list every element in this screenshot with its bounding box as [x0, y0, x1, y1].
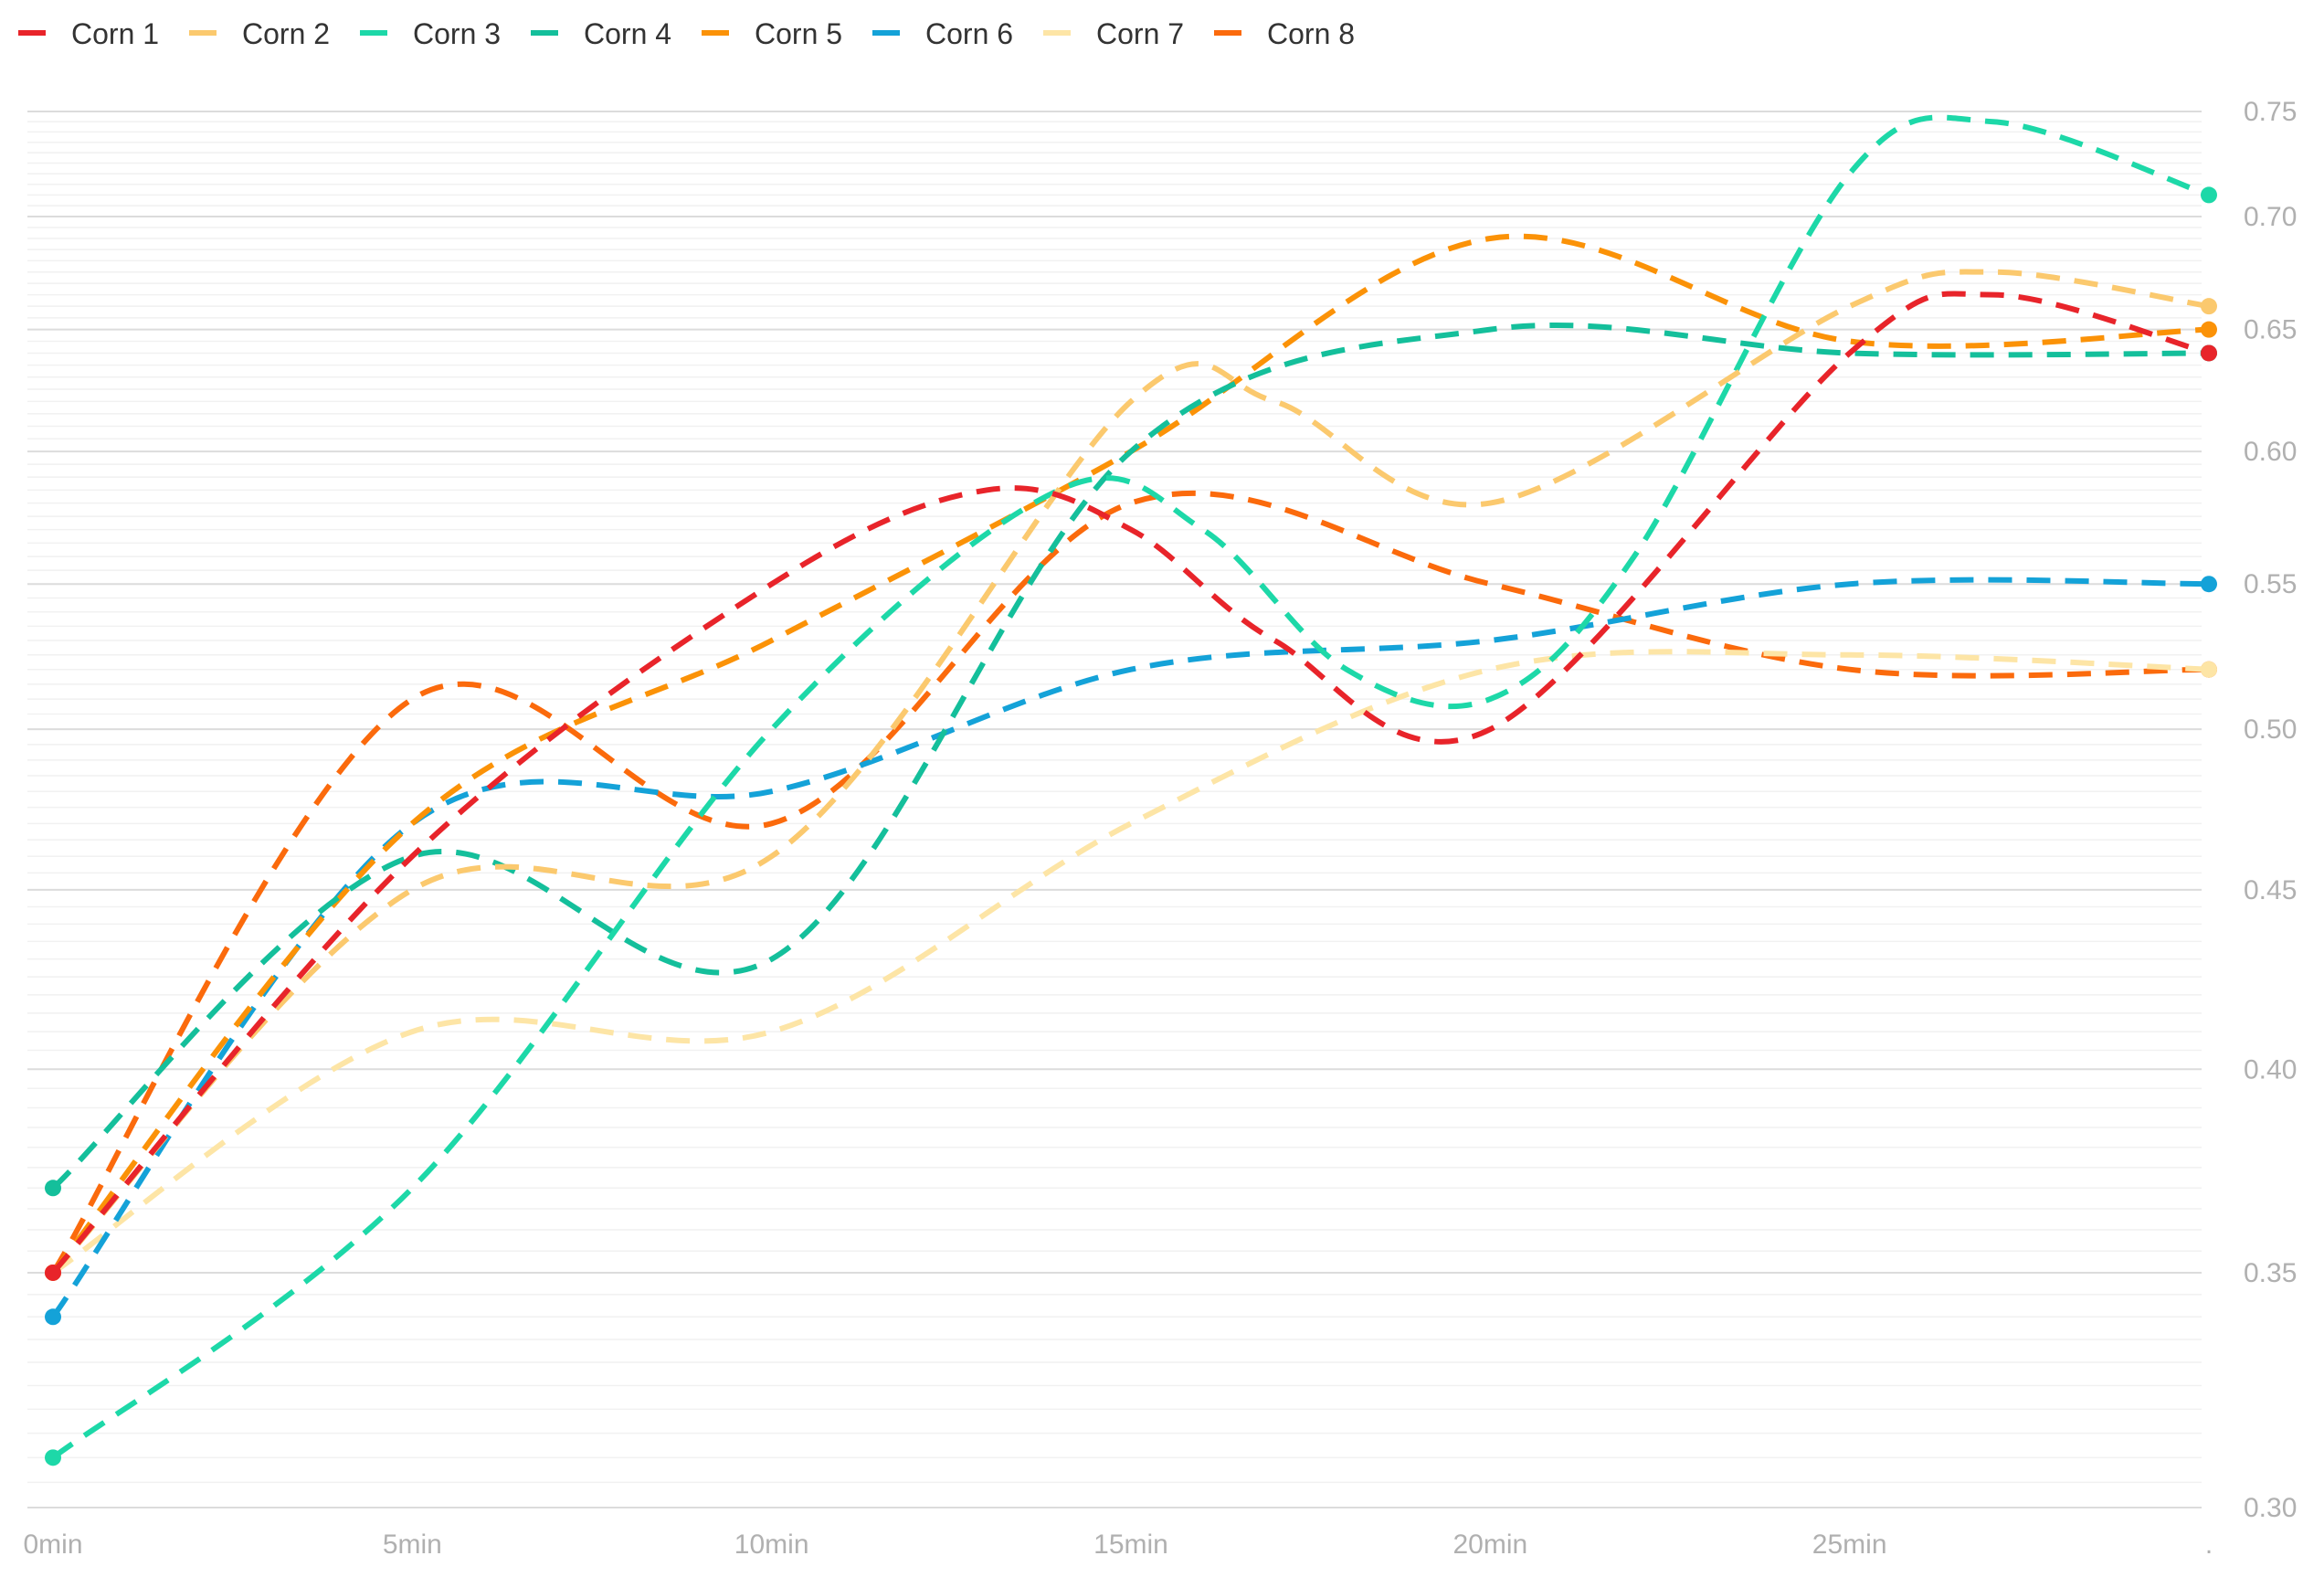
legend-label: Corn 1	[71, 17, 159, 50]
y-tick-label: 0.40	[2244, 1054, 2297, 1085]
series-line	[50, 291, 2210, 1275]
x-tick-label: 10min	[734, 1529, 809, 1560]
legend-label: Corn 6	[925, 17, 1013, 50]
series-corn-2	[45, 269, 2217, 1281]
series-corn-6	[45, 576, 2217, 1326]
series-line	[50, 233, 2210, 1275]
series-lines	[45, 114, 2217, 1466]
legend-label: Corn 4	[584, 17, 671, 50]
data-point	[2201, 186, 2217, 204]
x-tick-label: 0min	[23, 1529, 82, 1560]
legend-item-corn-6[interactable]: Corn 6	[872, 17, 1013, 50]
y-tick-label: 0.70	[2244, 202, 2297, 232]
legend-label: Corn 7	[1096, 17, 1184, 50]
series-line	[50, 491, 2210, 1275]
data-point	[45, 1180, 61, 1197]
data-point	[45, 1308, 61, 1326]
data-point	[2201, 661, 2217, 678]
x-tick-label: 20min	[1452, 1529, 1527, 1560]
legend-label: Corn 5	[755, 17, 842, 50]
legend-item-corn-2[interactable]: Corn 2	[189, 17, 330, 50]
data-point	[2201, 321, 2217, 338]
x-tick-label: 15min	[1093, 1529, 1168, 1560]
series-corn-4	[45, 322, 2217, 1197]
data-point	[2201, 344, 2217, 362]
legend-item-corn-3[interactable]: Corn 3	[360, 17, 501, 50]
axes: 0.30 0.35 0.40 0.45 0.50 0.55 0.60 0.65 0.70 0.75…	[23, 97, 2297, 1560]
legend-label: Corn 2	[242, 17, 330, 50]
series-corn-7	[45, 649, 2217, 1281]
grid	[27, 111, 2202, 1508]
legend-item-corn-1[interactable]: Corn 1	[18, 17, 159, 50]
x-tick-label: 25min	[1812, 1529, 1887, 1560]
legend-item-corn-7[interactable]: Corn 7	[1043, 17, 1184, 50]
data-point	[2201, 298, 2217, 315]
series-corn-5	[45, 233, 2217, 1281]
series-line	[50, 577, 2210, 1319]
legend-item-corn-5[interactable]: Corn 5	[702, 17, 842, 50]
y-tick-label: 0.35	[2244, 1258, 2297, 1288]
x-tick-label: .	[2205, 1529, 2213, 1560]
legend-label: Corn 8	[1267, 17, 1355, 50]
y-tick-label: 0.75	[2244, 97, 2297, 127]
y-tick-label: 0.65	[2244, 315, 2297, 345]
data-point	[45, 1449, 61, 1466]
x-tick-label: 5min	[383, 1529, 442, 1560]
legend-label: Corn 3	[413, 17, 501, 50]
y-tick-label: 0.45	[2244, 875, 2297, 905]
legend-item-corn-8[interactable]: Corn 8	[1214, 17, 1355, 50]
data-point	[2201, 576, 2217, 593]
legend-item-corn-4[interactable]: Corn 4	[531, 17, 671, 50]
legend[interactable]: Corn 1 Corn 2 Corn 3 Corn 4 Corn 5 Corn 6 Corn…	[18, 17, 1355, 50]
y-tick-label: 0.60	[2244, 437, 2297, 467]
series-corn-1	[45, 291, 2217, 1281]
series-line	[51, 649, 2210, 1275]
y-tick-label: 0.50	[2244, 714, 2297, 745]
y-tick-label: 0.30	[2244, 1493, 2297, 1523]
data-point	[45, 1264, 61, 1281]
series-line	[50, 269, 2210, 1275]
series-corn-3	[45, 114, 2217, 1466]
y-tick-label: 0.55	[2244, 569, 2297, 599]
series-line	[50, 322, 2210, 1191]
series-line	[51, 114, 2210, 1460]
